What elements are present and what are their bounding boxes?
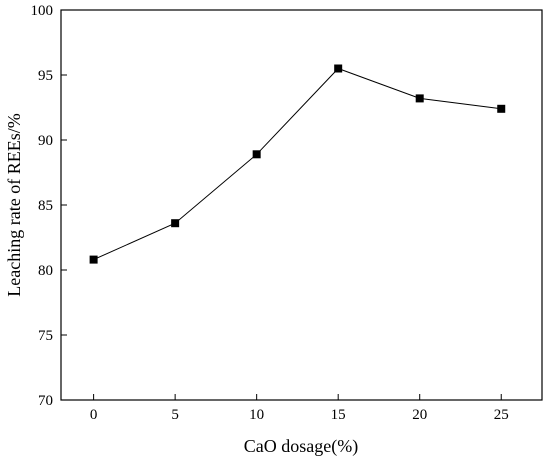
data-point-marker xyxy=(497,104,506,113)
x-tick-label: 0 xyxy=(90,407,98,423)
x-tick-label: 5 xyxy=(171,407,179,423)
y-axis-title: Leaching rate of REEs/% xyxy=(4,113,24,296)
y-tick-label: 80 xyxy=(38,263,53,279)
x-tick-label: 15 xyxy=(331,407,346,423)
series-line xyxy=(93,67,502,261)
x-tick-label: 20 xyxy=(412,407,427,423)
data-point-marker xyxy=(171,219,180,228)
y-tick-label: 100 xyxy=(31,3,54,19)
data-point-marker xyxy=(415,94,424,103)
y-tick-label: 90 xyxy=(38,133,53,149)
y-tick-label: 75 xyxy=(38,328,53,344)
y-tick-label: 95 xyxy=(38,68,53,84)
data-point-marker xyxy=(334,64,343,73)
x-tick-label: 10 xyxy=(249,407,264,423)
x-ticks: 0 5 10 15 20 25 xyxy=(90,394,509,423)
data-point-marker xyxy=(252,150,261,159)
y-ticks: 70 75 80 85 90 95 100 xyxy=(31,3,67,409)
data-point-marker xyxy=(89,255,98,264)
x-axis-title: CaO dosage(%) xyxy=(244,436,358,457)
data-markers xyxy=(89,64,506,264)
y-tick-label: 85 xyxy=(38,198,53,214)
y-tick-label: 70 xyxy=(38,393,53,409)
x-tick-label: 25 xyxy=(494,407,509,423)
plot-frame xyxy=(60,9,543,401)
